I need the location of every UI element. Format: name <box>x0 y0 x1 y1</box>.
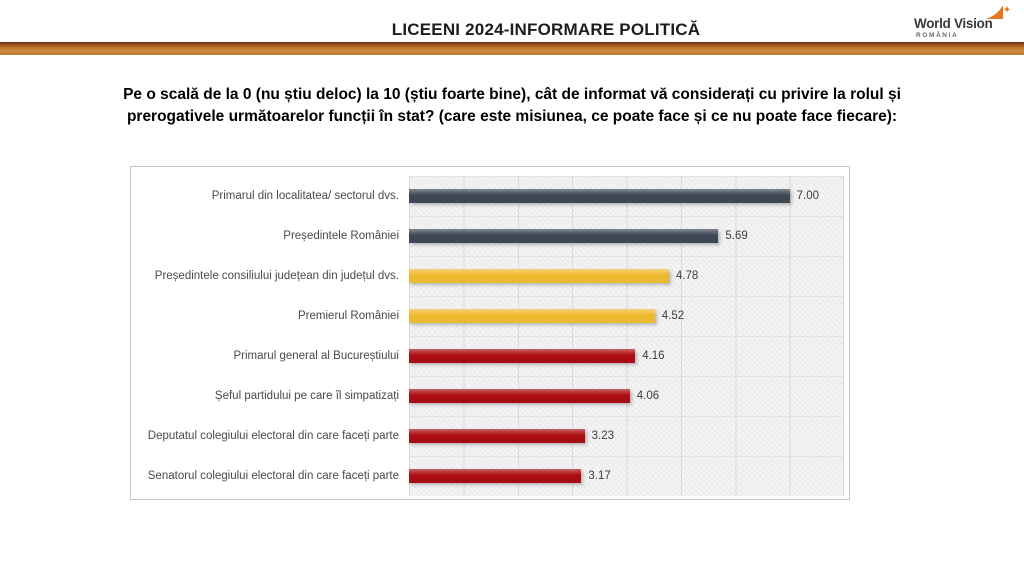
value-label: 4.16 <box>642 350 665 362</box>
category-label: Primarul din localitatea/ sectorul dvs. <box>211 190 399 202</box>
page-title: LICEENI 2024-INFORMARE POLITICĂ <box>391 20 701 39</box>
value-label: 7.00 <box>796 190 820 202</box>
world-vision-sail-icon <box>984 5 1011 30</box>
question-line-1: Pe o scală de la 0 (nu știu deloc) la 10… <box>123 86 901 103</box>
question-line-2: prerogativele următoarelor funcții în st… <box>126 108 898 125</box>
category-label: Șeful partidului pe care îl simpatizați <box>214 390 399 402</box>
world-vision-logo-text: World Vision <box>914 16 993 31</box>
bar <box>409 309 655 323</box>
value-label: 4.78 <box>675 270 699 282</box>
category-label: Președintele României <box>283 230 399 242</box>
question-text: Pe o scală de la 0 (nu știu deloc) la 10… <box>0 84 1024 128</box>
value-label: 5.69 <box>725 230 748 242</box>
category-label: Deputatul colegiului electoral din care … <box>147 430 399 442</box>
category-label: Premierul României <box>298 310 399 322</box>
value-label: 4.52 <box>661 310 685 322</box>
value-label: 3.23 <box>591 430 615 442</box>
bar <box>409 349 636 363</box>
value-label: 3.17 <box>588 470 611 482</box>
bar <box>409 389 630 403</box>
category-label: Președintele consiliului județean din ju… <box>154 270 399 282</box>
world-vision-logo: World Vision ROMÂNIA <box>910 5 1011 43</box>
bar <box>409 429 585 443</box>
chart-container: Primarul din localitatea/ sectorul dvs. 7… <box>130 166 850 500</box>
value-label: 4.06 <box>636 390 660 402</box>
orange-divider <box>0 42 1024 55</box>
bar <box>409 269 669 283</box>
category-label: Primarul general al Bucureștiului <box>233 350 399 362</box>
plot-area <box>409 176 844 496</box>
bar <box>409 229 719 243</box>
bar <box>409 469 582 483</box>
world-vision-logo-region: ROMÂNIA <box>916 32 959 39</box>
bar <box>409 189 790 203</box>
category-label: Senatorul colegiului electoral din care … <box>147 470 399 482</box>
